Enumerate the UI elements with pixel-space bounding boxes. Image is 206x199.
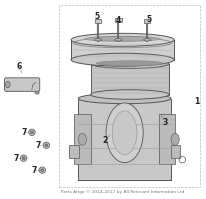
- Circle shape: [45, 144, 48, 147]
- Bar: [71, 40, 174, 60]
- Circle shape: [41, 169, 44, 172]
- Ellipse shape: [78, 93, 171, 104]
- Circle shape: [43, 142, 50, 148]
- Ellipse shape: [78, 133, 87, 145]
- Ellipse shape: [71, 53, 174, 66]
- Ellipse shape: [6, 81, 10, 88]
- Ellipse shape: [171, 133, 179, 145]
- Text: 7: 7: [35, 141, 41, 150]
- Bar: [144, 19, 150, 23]
- Text: ARI: ARI: [102, 85, 160, 114]
- Bar: [91, 64, 169, 95]
- Text: 5: 5: [147, 15, 152, 24]
- Text: 3: 3: [162, 118, 167, 127]
- Text: 5: 5: [94, 12, 99, 21]
- Text: 7: 7: [14, 154, 19, 163]
- Bar: [78, 99, 171, 180]
- Circle shape: [29, 129, 35, 136]
- Text: 4: 4: [116, 16, 121, 25]
- Ellipse shape: [106, 103, 143, 163]
- Ellipse shape: [84, 37, 161, 41]
- Text: 7: 7: [31, 166, 37, 175]
- Ellipse shape: [115, 39, 122, 41]
- Circle shape: [39, 167, 46, 173]
- FancyBboxPatch shape: [5, 78, 40, 91]
- Bar: [69, 145, 79, 158]
- Ellipse shape: [91, 59, 169, 68]
- Bar: [59, 5, 200, 187]
- Bar: [115, 18, 122, 22]
- Text: Parts Arigo © 2014-2017 by All Relevant Information Ltd: Parts Arigo © 2014-2017 by All Relevant …: [61, 190, 184, 194]
- Circle shape: [30, 131, 33, 134]
- Ellipse shape: [35, 91, 39, 94]
- Ellipse shape: [96, 61, 163, 66]
- Ellipse shape: [144, 39, 151, 41]
- Text: 6: 6: [17, 62, 22, 71]
- Circle shape: [22, 157, 25, 160]
- Text: 7: 7: [21, 128, 26, 137]
- Bar: [159, 114, 175, 164]
- Bar: [171, 145, 180, 158]
- Ellipse shape: [112, 111, 137, 155]
- Ellipse shape: [91, 90, 169, 99]
- Text: 1: 1: [194, 97, 199, 106]
- Bar: [74, 114, 91, 164]
- Text: 2: 2: [102, 136, 108, 145]
- Ellipse shape: [84, 36, 161, 42]
- Ellipse shape: [94, 39, 101, 41]
- Ellipse shape: [71, 33, 174, 46]
- Bar: [95, 19, 101, 23]
- Circle shape: [20, 155, 27, 161]
